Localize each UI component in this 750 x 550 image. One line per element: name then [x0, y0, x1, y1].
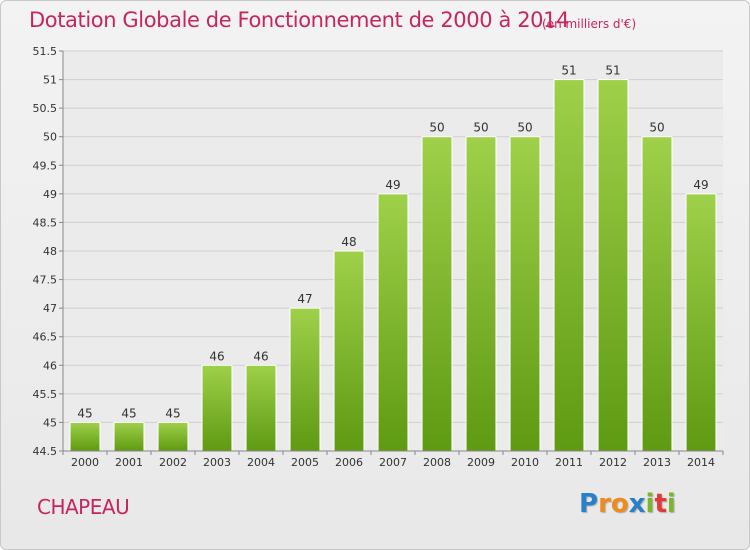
bar-2011 — [553, 79, 585, 452]
value-label-2011: 51 — [561, 64, 576, 78]
x-axis-ticks: 2000 2001 2002 2003 2004 2005 2006 2007 2008 2009… — [62, 451, 724, 469]
x-tick-label-2005: 2005 — [291, 456, 319, 469]
value-label-2010: 50 — [517, 121, 532, 135]
x-tick-label-2004: 2004 — [247, 456, 275, 469]
bars: 45 45 45 46 46 47 48 49 50 50 50 51 51 50 49 — [69, 64, 717, 452]
y-tick-label: 47 — [43, 302, 57, 315]
x-tick-label-2012: 2012 — [599, 456, 627, 469]
x-tick-label-2001: 2001 — [115, 456, 143, 469]
y-tick-label: 48.5 — [33, 216, 58, 229]
value-label-2013: 50 — [649, 121, 664, 135]
x-tick-label-2013: 2013 — [643, 456, 671, 469]
x-tick-label-2000: 2000 — [71, 456, 99, 469]
y-axis-ticks: 44.5 45 45.5 46 46.5 47 47.5 48 48.5 49 49.5 50 50.5… — [33, 45, 63, 458]
bar-2005 — [289, 307, 321, 452]
value-label-2004: 46 — [253, 349, 268, 363]
y-tick-label: 49 — [43, 188, 57, 201]
bar-2002 — [157, 421, 189, 452]
x-tick-label-2002: 2002 — [159, 456, 187, 469]
value-label-2005: 47 — [297, 292, 312, 306]
y-tick-label: 50 — [43, 131, 57, 144]
bar-2013 — [641, 136, 673, 452]
y-tick-label: 50.5 — [33, 102, 58, 115]
value-label-2012: 51 — [605, 64, 620, 78]
y-tick-label: 45 — [43, 416, 57, 429]
value-label-2006: 48 — [341, 235, 356, 249]
commune-name: CHAPEAU — [37, 495, 130, 519]
value-label-2001: 45 — [121, 406, 136, 420]
bar-2007 — [377, 193, 409, 452]
bar-2000 — [69, 421, 101, 452]
proxiti-logo: Proxiti — [579, 489, 676, 519]
x-tick-label-2014: 2014 — [687, 456, 715, 469]
y-tick-label: 51 — [43, 74, 57, 87]
bar-2001 — [113, 421, 145, 452]
bar-2009 — [465, 136, 497, 452]
x-tick-label-2010: 2010 — [511, 456, 539, 469]
y-tick-label: 49.5 — [33, 159, 58, 172]
bar-2010 — [509, 136, 541, 452]
y-tick-label: 47.5 — [33, 274, 58, 287]
y-tick-label: 46 — [43, 359, 57, 372]
x-tick-label-2007: 2007 — [379, 456, 407, 469]
chart-title: Dotation Globale de Fonctionnement de 20… — [29, 8, 570, 32]
value-label-2014: 49 — [693, 178, 708, 192]
value-label-2000: 45 — [77, 406, 92, 420]
value-label-2002: 45 — [165, 406, 180, 420]
bar-2003 — [201, 364, 233, 452]
bar-2004 — [245, 364, 277, 452]
x-tick-label-2008: 2008 — [423, 456, 451, 469]
bar-2014 — [685, 193, 717, 452]
value-label-2003: 46 — [209, 349, 224, 363]
y-tick-label: 45.5 — [33, 388, 58, 401]
x-tick-label-2006: 2006 — [335, 456, 363, 469]
bar-2012 — [597, 79, 629, 452]
y-tick-label: 48 — [43, 245, 57, 258]
value-label-2008: 50 — [429, 121, 444, 135]
y-tick-label: 44.5 — [33, 445, 58, 458]
x-tick-label-2011: 2011 — [555, 456, 583, 469]
y-tick-label: 46.5 — [33, 331, 58, 344]
x-tick-label-2009: 2009 — [467, 456, 495, 469]
x-tick-label-2003: 2003 — [203, 456, 231, 469]
y-tick-label: 51.5 — [33, 45, 58, 58]
value-label-2009: 50 — [473, 121, 488, 135]
bar-2006 — [333, 250, 365, 452]
bar-2008 — [421, 136, 453, 452]
chart-unit: (en milliers d'€) — [542, 17, 637, 31]
value-label-2007: 49 — [385, 178, 400, 192]
